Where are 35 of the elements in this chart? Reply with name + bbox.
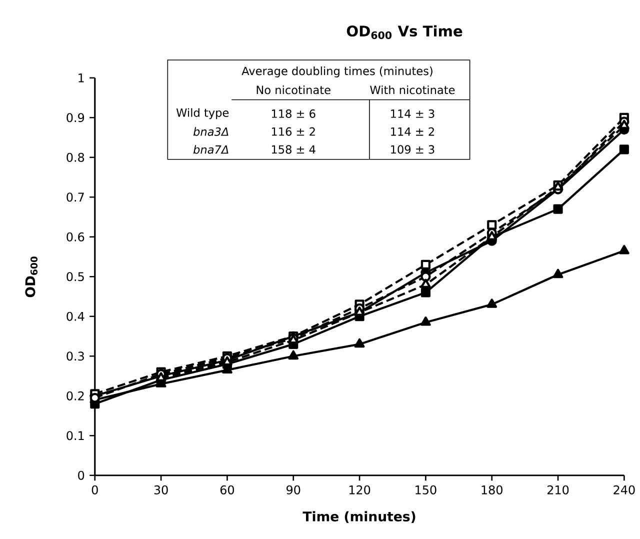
annotation: bna3Δ <box>193 127 228 136</box>
x-tick-label: 90 <box>286 485 300 494</box>
annotation: 158 ± 4 <box>272 145 316 154</box>
y-tick-label: 0.2 <box>66 391 84 400</box>
y-tick-label: 0 <box>78 470 84 480</box>
annotation: Wild type <box>176 108 229 119</box>
y-tick-label: 0.8 <box>66 152 84 162</box>
y-tick-label: 1 <box>78 73 84 82</box>
y-tick-label: 0.6 <box>66 232 84 242</box>
x-tick-label: 240 <box>614 485 635 494</box>
annotation: 109 ± 3 <box>391 145 434 154</box>
x-tick-label: 180 <box>482 485 502 494</box>
annotation: With nicotinate <box>370 85 455 94</box>
x-tick-label: 60 <box>220 485 234 494</box>
x-tick-label: 150 <box>416 485 436 494</box>
x-tick-label: 120 <box>349 485 370 494</box>
annotation: 118 ± 6 <box>272 109 316 118</box>
x-tick-label: 30 <box>154 485 168 494</box>
x-axis-title: Time (minutes) <box>302 511 416 523</box>
annotation: 114 ± 3 <box>391 109 434 118</box>
y-tick-label: 0.3 <box>66 351 84 360</box>
y-tick-label: 0.4 <box>66 312 84 321</box>
annotation: 114 ± 2 <box>391 127 434 136</box>
y-tick-label: 0.1 <box>66 430 84 440</box>
x-tick-label: 210 <box>548 485 569 494</box>
y-axis-title: OD$_{600}$ <box>25 256 38 297</box>
y-tick-label: 0.7 <box>66 192 84 202</box>
annotation: No nicotinate <box>256 85 330 94</box>
y-tick-label: 0.9 <box>66 112 84 122</box>
y-tick-label: 0.5 <box>66 272 84 281</box>
chart-title: OD$_{600}$ Vs Time <box>346 25 462 39</box>
annotation: 116 ± 2 <box>272 127 315 136</box>
text: Average doubling times (minutes) <box>242 66 432 78</box>
x-tick-label: 0 <box>92 485 98 494</box>
annotation: bna7Δ <box>193 144 228 154</box>
